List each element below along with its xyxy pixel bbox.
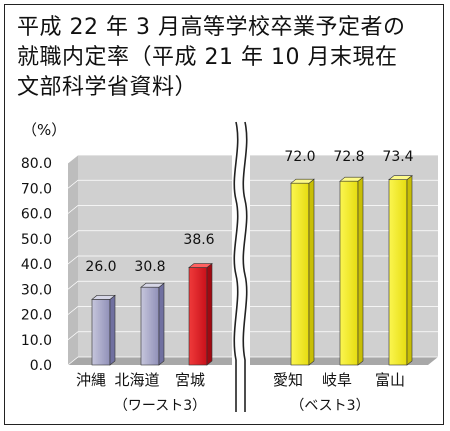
plot-floor <box>68 357 438 365</box>
bar-top <box>140 282 165 288</box>
bar-side <box>158 282 165 366</box>
y-tick-label: 60.0 <box>21 207 52 223</box>
bar-愛知 <box>290 178 315 366</box>
y-tick-label: 50.0 <box>21 232 52 248</box>
chart-title-line-1: 平成 22 年 3 月高等学校卒業予定者の <box>17 15 406 40</box>
bar-宮城 <box>188 262 213 366</box>
value-labels: 26.0 30.8 38.6 72.0 72.8 73.4 <box>85 149 413 275</box>
y-tick-label: 80.0 <box>21 156 52 172</box>
value-label: 73.4 <box>382 149 413 165</box>
bar-岐阜 <box>339 176 364 366</box>
value-label: 72.8 <box>333 149 364 165</box>
value-label: 72.0 <box>284 149 315 165</box>
axis-break-line-left <box>233 121 239 412</box>
bar-side <box>109 294 116 366</box>
y-tick-label: 70.0 <box>21 181 52 197</box>
gridline <box>67 179 438 189</box>
x-label-沖縄: 沖縄 <box>76 371 106 389</box>
bar-front <box>290 182 310 366</box>
chart-title-line-3: 文部科学省資料） <box>17 75 198 100</box>
bar-沖縄 <box>91 294 116 366</box>
bar-北海道 <box>140 282 165 366</box>
bar-front <box>339 180 359 366</box>
gridline <box>67 255 438 265</box>
gridline <box>67 356 438 366</box>
value-label: 26.0 <box>85 259 116 275</box>
gridline <box>67 230 438 240</box>
x-label-富山: 富山 <box>375 371 405 389</box>
plot-back-wall <box>68 155 438 365</box>
plot-background <box>68 155 438 365</box>
x-label-宮城: 宮城 <box>175 371 205 389</box>
bar-front <box>388 179 408 366</box>
bar-side <box>308 178 315 366</box>
value-label: 30.8 <box>134 259 165 275</box>
x-label-岐阜: 岐阜 <box>322 371 352 389</box>
gridline <box>67 205 438 214</box>
x-label-愛知: 愛知 <box>273 371 303 389</box>
bar-front <box>188 267 208 366</box>
group-labels: （ワースト3） （ベスト3） <box>114 398 370 414</box>
y-tick-label: 0.0 <box>30 358 52 374</box>
bar-side <box>406 175 413 366</box>
axis-break <box>232 118 250 416</box>
y-tick-label: 10.0 <box>21 333 52 349</box>
y-axis-ticks: 0.0 10.0 20.0 30.0 40.0 50.0 60.0 70.0 80.0 <box>21 156 52 374</box>
x-axis-labels: 沖縄 北海道 宮城 愛知 岐阜 富山 <box>76 371 405 389</box>
gridline <box>67 331 438 341</box>
bar-top <box>339 176 364 182</box>
bar-front <box>140 286 160 366</box>
bar-front <box>91 299 111 366</box>
gridlines <box>67 154 438 366</box>
bar-side <box>357 176 364 366</box>
gridline <box>67 306 438 315</box>
x-label-北海道: 北海道 <box>114 371 159 389</box>
bar-top <box>188 263 213 268</box>
y-tick-label: 30.0 <box>21 282 52 298</box>
gridline <box>67 154 438 164</box>
y-axis-unit: （%） <box>22 121 66 139</box>
group-label: （ワースト3） <box>114 398 206 414</box>
chart-title: 平成 22 年 3 月高等学校卒業予定者の 就職内定率（平成 21 年 10 月… <box>17 13 437 103</box>
y-tick-label: 40.0 <box>21 257 52 273</box>
axis-break-line-right <box>242 121 248 412</box>
value-label: 38.6 <box>183 232 214 248</box>
chart-title-line-2: 就職内定率（平成 21 年 10 月末現在 <box>17 45 398 70</box>
y-tick-label: 20.0 <box>21 308 52 324</box>
bar-top <box>91 295 116 300</box>
bar-富山 <box>388 175 413 366</box>
bars <box>91 175 413 366</box>
group-label: （ベスト3） <box>290 398 369 414</box>
axis-break-gap <box>232 118 250 416</box>
bar-side <box>206 262 213 366</box>
bar-top <box>388 175 413 180</box>
gridline <box>67 280 438 290</box>
bar-top <box>290 178 315 184</box>
